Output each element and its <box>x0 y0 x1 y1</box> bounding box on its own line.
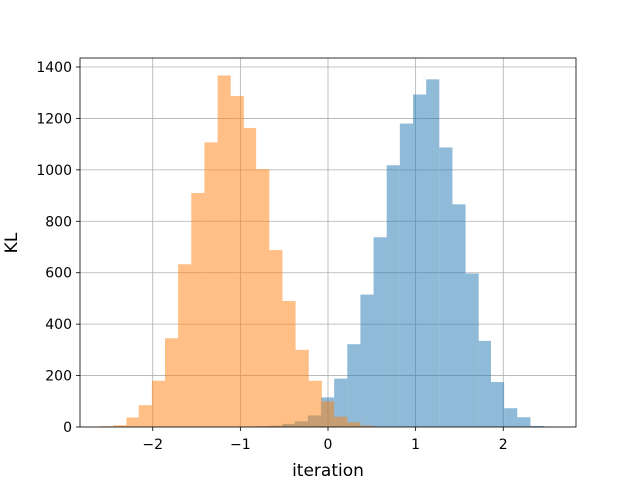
histogram-bar <box>138 405 152 427</box>
histogram-bar <box>308 380 322 427</box>
histogram-bar <box>386 165 400 427</box>
histogram-bar <box>282 301 296 427</box>
histogram-bar <box>243 127 257 427</box>
x-tick-label: 0 <box>324 437 333 453</box>
histogram-bar <box>360 294 374 427</box>
y-axis-ticks: 0 200 400 600 800 1000 1200 1400 <box>36 60 80 436</box>
histogram-bar <box>334 416 348 427</box>
histogram-bar <box>113 425 127 427</box>
histogram-bar <box>217 75 231 427</box>
x-tick-label: 2 <box>499 437 508 453</box>
y-tick-label: 400 <box>45 317 72 333</box>
histogram-bar <box>360 425 374 427</box>
x-tick-label: 1 <box>411 437 420 453</box>
histogram-bar <box>478 340 491 427</box>
histogram-bar <box>321 401 335 427</box>
y-tick-label: 0 <box>63 420 72 436</box>
histogram-bar <box>490 382 505 427</box>
histogram-bar <box>413 94 427 427</box>
y-axis-label: KL <box>2 232 22 253</box>
histogram-bars <box>100 75 554 428</box>
histogram-bar <box>126 417 139 427</box>
y-tick-label: 1400 <box>36 60 72 76</box>
histogram-bar <box>230 96 244 428</box>
histogram-bar <box>191 193 205 427</box>
x-tick-label: −2 <box>142 437 163 453</box>
x-tick-label: −1 <box>230 437 251 453</box>
histogram-bar <box>347 422 361 427</box>
y-tick-label: 600 <box>45 266 72 282</box>
x-axis-label: iteration <box>292 461 364 480</box>
histogram-bar <box>426 79 440 427</box>
histogram-bar <box>256 169 270 428</box>
histogram-bar <box>530 425 544 427</box>
histogram-bar <box>452 204 466 427</box>
y-tick-label: 200 <box>45 369 72 385</box>
histogram-bar <box>347 344 361 427</box>
y-tick-label: 1200 <box>36 111 72 127</box>
histogram-bar <box>165 338 179 427</box>
y-tick-label: 800 <box>45 214 72 230</box>
histogram-bar <box>504 408 518 427</box>
histogram-bar <box>295 349 309 427</box>
histogram-bar <box>399 123 414 428</box>
histogram-bar <box>178 264 192 427</box>
histogram-bar <box>151 380 166 427</box>
histogram-bar <box>465 273 479 427</box>
histogram-bar <box>334 378 348 427</box>
histogram-bar <box>439 147 453 427</box>
histogram-bar <box>517 417 531 427</box>
histogram-bar <box>269 250 283 427</box>
y-tick-label: 1000 <box>36 163 72 179</box>
grid-lines <box>80 58 576 428</box>
histogram-bar <box>373 237 387 427</box>
histogram-bar <box>204 142 218 428</box>
x-axis-ticks: −2 −1 0 1 2 <box>142 427 508 453</box>
